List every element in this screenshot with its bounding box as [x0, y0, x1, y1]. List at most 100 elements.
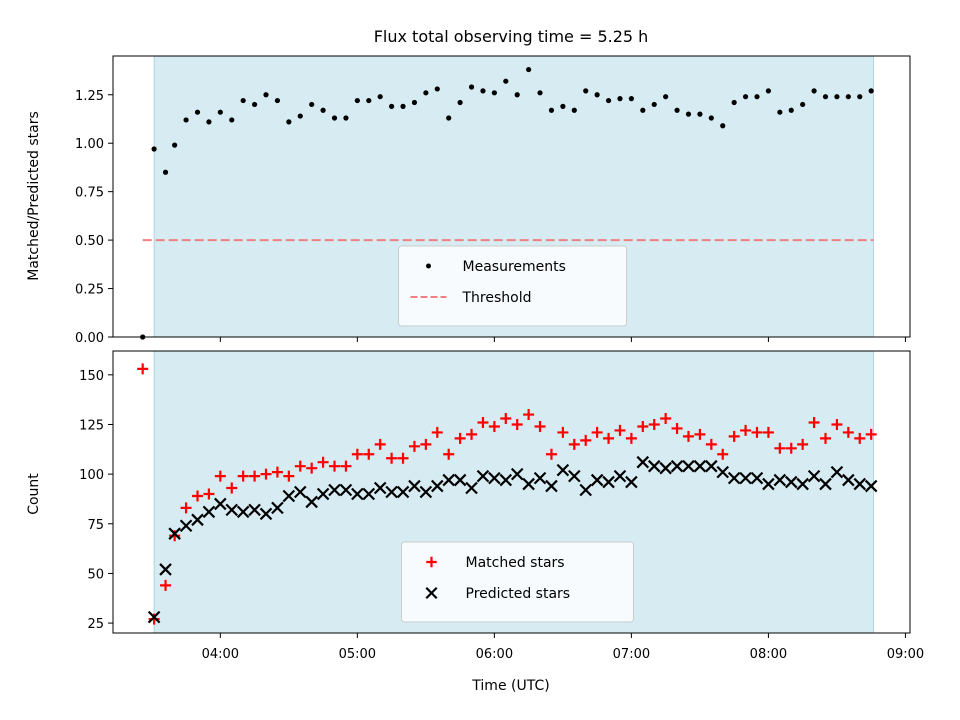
data-point-x	[864, 479, 878, 493]
data-point-dot	[320, 107, 326, 113]
data-point-plus	[317, 456, 329, 468]
data-point-x	[373, 481, 387, 495]
data-point-plus	[454, 432, 466, 444]
data-point-plus	[660, 413, 672, 425]
y-tick-label: 0.50	[75, 234, 104, 249]
legend-marker	[425, 586, 438, 600]
data-point-dot	[548, 107, 555, 113]
data-point-dot	[251, 101, 258, 108]
data-point-x	[259, 507, 273, 521]
data-point-dot	[708, 115, 714, 121]
data-point-plus	[237, 470, 249, 482]
data-point-plus	[637, 420, 649, 432]
legend-label: Matched stars	[466, 555, 565, 571]
legend-box	[398, 245, 627, 327]
data-point-x	[191, 513, 204, 527]
data-point-x	[408, 479, 421, 493]
data-point-x	[556, 463, 570, 477]
data-point-x	[316, 487, 330, 501]
data-point-plus	[214, 470, 226, 482]
data-point-x	[533, 471, 547, 485]
data-point-plus	[820, 432, 832, 444]
data-point-x	[602, 475, 615, 489]
data-point-dot	[286, 119, 292, 125]
data-point-dot	[514, 92, 520, 98]
data-point-plus	[785, 442, 797, 454]
data-point-x	[647, 459, 661, 473]
data-point-plus	[842, 426, 854, 438]
data-point-dot	[834, 94, 840, 100]
data-point-dot	[537, 90, 543, 96]
data-point-x	[147, 610, 161, 624]
data-point-dot	[377, 94, 383, 100]
data-point-x	[499, 473, 513, 487]
data-point-x	[214, 497, 227, 511]
y-tick-label: 1.00	[75, 137, 104, 152]
data-point-dot	[663, 94, 669, 100]
data-point-x	[579, 483, 592, 497]
data-point-dot	[400, 103, 406, 109]
data-point-dot	[274, 97, 281, 104]
data-point-plus	[249, 470, 261, 482]
legend-marker	[426, 556, 437, 568]
data-point-plus	[374, 438, 386, 450]
data-point-x	[842, 473, 855, 487]
data-point-dot	[640, 107, 646, 113]
data-point-dot	[822, 94, 829, 100]
legend-box	[401, 541, 634, 623]
data-point-plus	[329, 460, 341, 472]
data-point-plus	[603, 432, 615, 444]
data-point-dot	[206, 119, 212, 125]
data-point-x	[853, 477, 867, 491]
data-point-x	[328, 483, 341, 497]
data-point-dot	[162, 169, 169, 175]
data-point-dot	[480, 88, 486, 94]
data-point-plus	[180, 502, 192, 514]
data-point-x	[159, 563, 172, 576]
data-point-x	[442, 473, 455, 487]
y-tick-label: 50	[87, 567, 104, 582]
data-point-x	[522, 477, 535, 491]
data-point-dot	[366, 97, 372, 104]
data-point-dot	[560, 103, 566, 109]
data-point-dot	[605, 97, 612, 104]
data-point-plus	[137, 363, 149, 375]
data-point-plus	[740, 424, 752, 436]
data-point-plus	[762, 426, 774, 438]
data-point-x	[431, 479, 444, 493]
data-point-x	[636, 455, 650, 469]
data-point-dot	[389, 103, 395, 109]
data-point-x	[545, 479, 558, 493]
data-point-x	[796, 477, 809, 491]
data-point-plus	[614, 424, 626, 436]
data-point-plus	[511, 418, 523, 430]
data-point-dot	[354, 97, 360, 104]
data-point-plus	[500, 413, 512, 425]
data-point-dot	[423, 90, 429, 96]
data-point-x	[248, 503, 261, 517]
legend-ratio: Measurements Threshold	[398, 245, 627, 327]
data-point-plus	[148, 613, 160, 625]
data-point-plus	[260, 468, 272, 480]
data-point-plus	[443, 448, 455, 460]
data-point-dot	[617, 96, 623, 102]
y-axis-title-ratio: Matched/Predicted stars	[26, 111, 42, 281]
data-point-plus	[865, 428, 877, 440]
panel-counts: 25 50 75 100 125 150 04:00 05:00 06:00 07:00 08:00…	[79, 350, 924, 662]
data-point-dot	[343, 115, 349, 121]
data-point-dot	[240, 97, 246, 104]
series-counts-0	[137, 363, 877, 625]
data-point-plus	[466, 428, 478, 440]
data-point-dot	[526, 66, 532, 73]
data-point-x	[762, 477, 775, 491]
data-point-x	[385, 485, 398, 499]
data-point-x	[625, 475, 638, 489]
data-point-x	[465, 481, 478, 495]
series-ratio-0	[140, 66, 874, 340]
data-point-plus	[386, 452, 398, 464]
data-point-dot	[777, 109, 783, 115]
data-point-plus	[591, 426, 603, 438]
data-point-plus	[774, 442, 786, 454]
data-point-dot	[583, 88, 589, 94]
data-point-plus	[488, 420, 500, 432]
